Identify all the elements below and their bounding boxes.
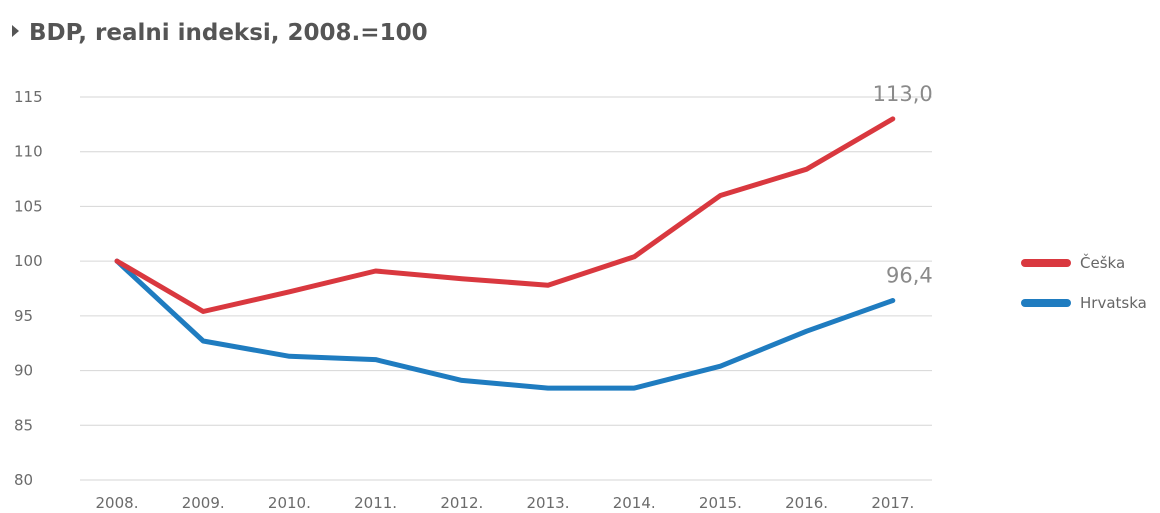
- y-tick-label: 110: [14, 143, 43, 161]
- x-tick-label: 2012.: [440, 494, 483, 512]
- y-tick-label: 95: [14, 307, 33, 325]
- y-axis-ticks: 80 85 90 95 100 105 110 115: [14, 88, 43, 489]
- legend-label: Hrvatska: [1080, 294, 1147, 312]
- y-tick-label: 90: [14, 362, 33, 380]
- x-tick-label: 2008.: [96, 494, 139, 512]
- chart-title-text: BDP, realni indeksi, 2008.=100: [29, 20, 428, 46]
- series-lines: [114, 116, 896, 391]
- y-tick-label: 100: [14, 252, 43, 270]
- series-line-ceska: [114, 116, 896, 314]
- legend: Češka Hrvatska: [1021, 253, 1147, 312]
- x-tick-label: 2009.: [182, 494, 225, 512]
- legend-label: Češka: [1080, 253, 1125, 272]
- x-axis-ticks: 2008. 2009. 2010. 2011. 2012. 2013. 2014. 2015.…: [96, 494, 915, 512]
- x-tick-label: 2017.: [871, 494, 914, 512]
- x-tick-label: 2014.: [613, 494, 656, 512]
- series-line-hrvatska: [114, 258, 896, 391]
- end-value-label: 96,4: [886, 264, 933, 288]
- x-tick-label: 2016.: [785, 494, 828, 512]
- y-tick-label: 80: [14, 471, 33, 489]
- end-labels: 113,0 96,4: [873, 82, 933, 288]
- x-tick-label: 2013.: [527, 494, 570, 512]
- y-tick-label: 115: [14, 88, 43, 106]
- x-tick-label: 2015.: [699, 494, 742, 512]
- x-tick-label: 2010.: [268, 494, 311, 512]
- y-tick-label: 85: [14, 416, 33, 434]
- chart-title: BDP, realni indeksi, 2008.=100: [12, 20, 428, 46]
- gridlines: [80, 96, 932, 481]
- triangle-right-icon: [12, 25, 19, 37]
- end-value-label: 113,0: [873, 82, 933, 106]
- x-tick-label: 2011.: [354, 494, 397, 512]
- y-tick-label: 105: [14, 197, 43, 215]
